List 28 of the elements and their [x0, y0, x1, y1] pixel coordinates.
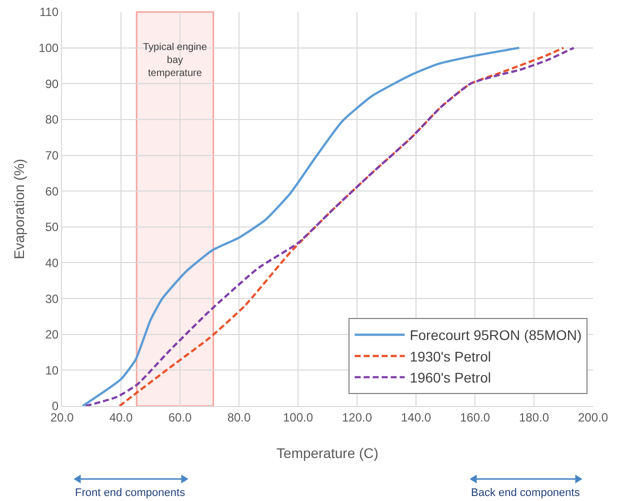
band-label: Typical engine bay temperature [143, 42, 208, 79]
y-tick-label: 20 [45, 328, 59, 342]
x-tick-label: 60.0 [168, 410, 192, 424]
y-tick-label: 100 [38, 41, 59, 56]
x-tick-label: 80.0 [227, 410, 251, 424]
x-tick-label: 100.0 [282, 410, 314, 424]
x-tick-label: 200.0 [578, 410, 608, 424]
legend-label: 1960's Petrol [410, 370, 491, 386]
x-axis-title: Temperature (C) [276, 445, 378, 461]
y-tick-label: 40 [45, 256, 59, 270]
y-tick-label: 70 [45, 148, 59, 162]
legend-label: 1930's Petrol [410, 348, 491, 364]
legend-label: Forecourt 95RON (85MON) [410, 327, 582, 344]
y-axis-title: Evaporation (%) [11, 158, 27, 260]
x-tick-label: 140.0 [400, 410, 432, 424]
x-tick-label: 40.0 [109, 410, 133, 424]
y-tick-label: 110 [39, 5, 59, 20]
y-tick-label: 80 [45, 112, 59, 127]
x-tick-label: 180.0 [518, 410, 550, 424]
x-tick-label: 160.0 [460, 410, 490, 424]
text: Front end components [75, 487, 186, 499]
x-tick-label: 120.0 [342, 410, 372, 424]
y-tick-label: 60 [45, 184, 59, 198]
y-tick-label: 50 [45, 220, 59, 234]
y-tick-label: 30 [45, 292, 59, 306]
text: Back end components [471, 487, 580, 499]
y-tick-label: 10 [45, 363, 59, 378]
y-tick-label: 90 [45, 76, 59, 91]
